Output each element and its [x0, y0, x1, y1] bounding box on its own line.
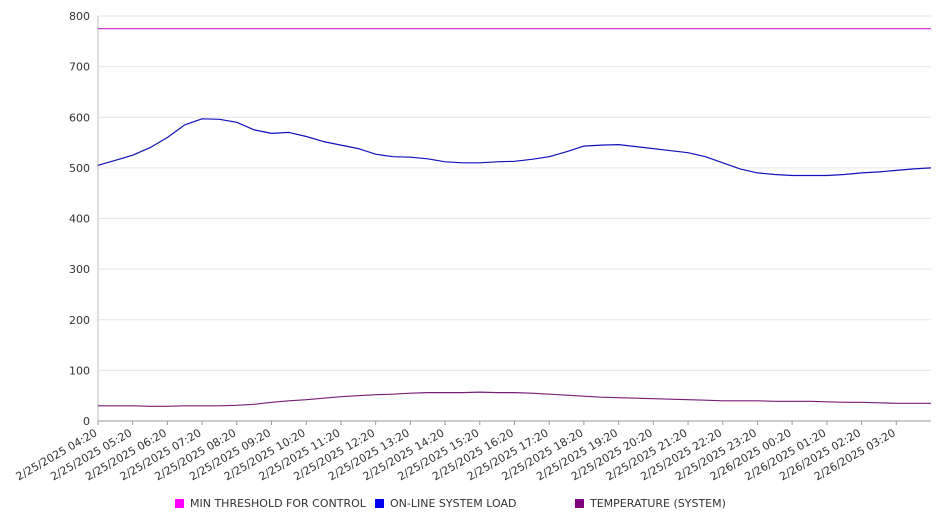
legend-label-min-threshold: MIN THRESHOLD FOR CONTROL	[190, 497, 366, 510]
legend-item-min-threshold: MIN THRESHOLD FOR CONTROL	[175, 497, 366, 510]
y-axis-tick-labels: 0 100 200 300 400 500 600 700 800	[69, 10, 90, 428]
legend-swatch-system-load	[375, 499, 384, 508]
y-tick-label: 500	[69, 162, 90, 175]
y-tick-label: 600	[69, 111, 90, 124]
y-tick-label: 400	[69, 213, 90, 226]
legend: MIN THRESHOLD FOR CONTROL ON-LINE SYSTEM…	[0, 497, 946, 517]
legend-label-system-load: ON-LINE SYSTEM LOAD	[390, 497, 517, 510]
y-tick-label: 300	[69, 263, 90, 276]
legend-label-temperature: TEMPERATURE (SYSTEM)	[590, 497, 726, 510]
legend-item-temperature: TEMPERATURE (SYSTEM)	[575, 497, 726, 510]
y-tick-label: 100	[69, 364, 90, 377]
legend-swatch-temperature	[575, 499, 584, 508]
legend-swatch-min-threshold	[175, 499, 184, 508]
axes	[97, 16, 931, 425]
x-axis-tick-labels: 2/25/2025 04:202/25/2025 05:202/25/2025 …	[14, 426, 898, 483]
gridlines	[98, 15, 931, 422]
y-tick-label: 800	[69, 10, 90, 23]
y-tick-label: 200	[69, 314, 90, 327]
y-tick-label: 700	[69, 61, 90, 74]
series-line-temperature	[98, 391, 931, 407]
y-tick-label: 0	[83, 415, 90, 428]
series-lines	[97, 28, 932, 407]
series-line-system-load	[97, 118, 932, 177]
legend-item-system-load: ON-LINE SYSTEM LOAD	[375, 497, 516, 510]
